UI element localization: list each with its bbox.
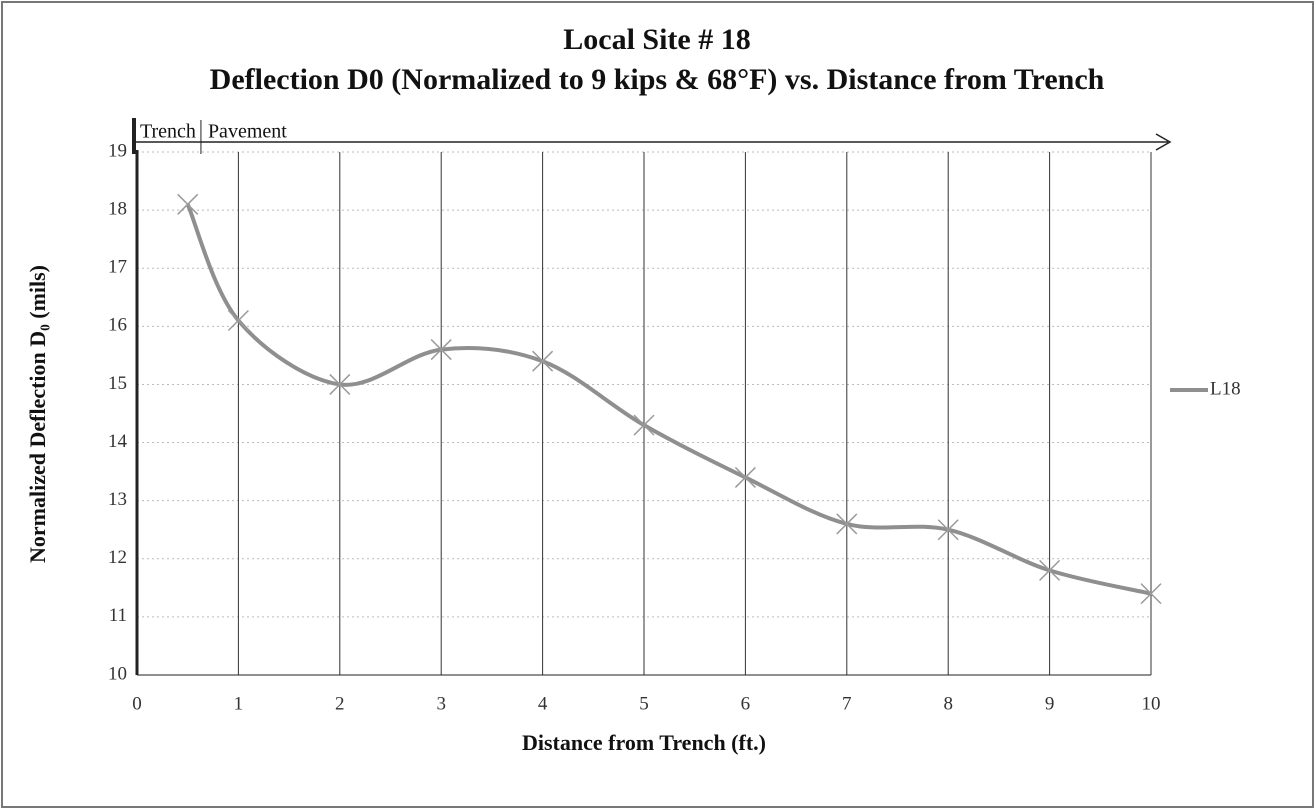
x-tick-label: 2 [335,693,345,714]
y-tick-label: 16 [108,315,127,336]
x-tick-label: 3 [436,693,446,714]
y-tick-label: 19 [108,140,127,161]
x-tick-label: 7 [842,693,852,714]
y-tick-label: 11 [109,605,127,626]
chart-subtitle: Deflection D0 (Normalized to 9 kips & 68… [210,63,1105,96]
pavement-label: Pavement [208,121,287,143]
x-tick-label: 0 [132,693,142,714]
y-tick-label: 17 [108,257,127,278]
x-tick-label: 6 [741,693,751,714]
y-tick-label: 13 [108,489,127,510]
legend-label: L18 [1210,378,1241,399]
series-line [185,203,1152,596]
trench-edge [132,118,136,154]
marker [937,519,959,541]
y-tick-label: 15 [108,373,127,394]
y-axis-title: Normalized Deflection D₀ (mils) [25,265,50,563]
marker [227,309,249,332]
y-tick-label: 12 [108,547,127,568]
x-tick-label: 10 [1142,693,1161,714]
x-tick-label: 9 [1045,693,1055,714]
marker [329,373,351,395]
arrow-head [1155,133,1172,151]
y-tick-label: 14 [108,431,128,452]
x-axis-title: Distance from Trench (ft.) [522,730,766,755]
marker [177,193,199,215]
marker [1039,559,1061,581]
x-tick-label: 1 [234,693,244,714]
x-tick-label: 8 [943,693,953,714]
y-tick-label: 10 [108,663,127,684]
marker [430,339,452,361]
marker [532,350,554,372]
y-tick-label: 18 [108,198,127,219]
marker [633,414,655,436]
marker [1140,583,1162,605]
x-tick-label: 4 [538,693,548,714]
marker [836,513,858,535]
marker [734,466,756,488]
trench-label: Trench [140,121,196,143]
x-tick-label: 5 [639,693,649,714]
chart-title: Local Site # 18 [563,23,751,56]
